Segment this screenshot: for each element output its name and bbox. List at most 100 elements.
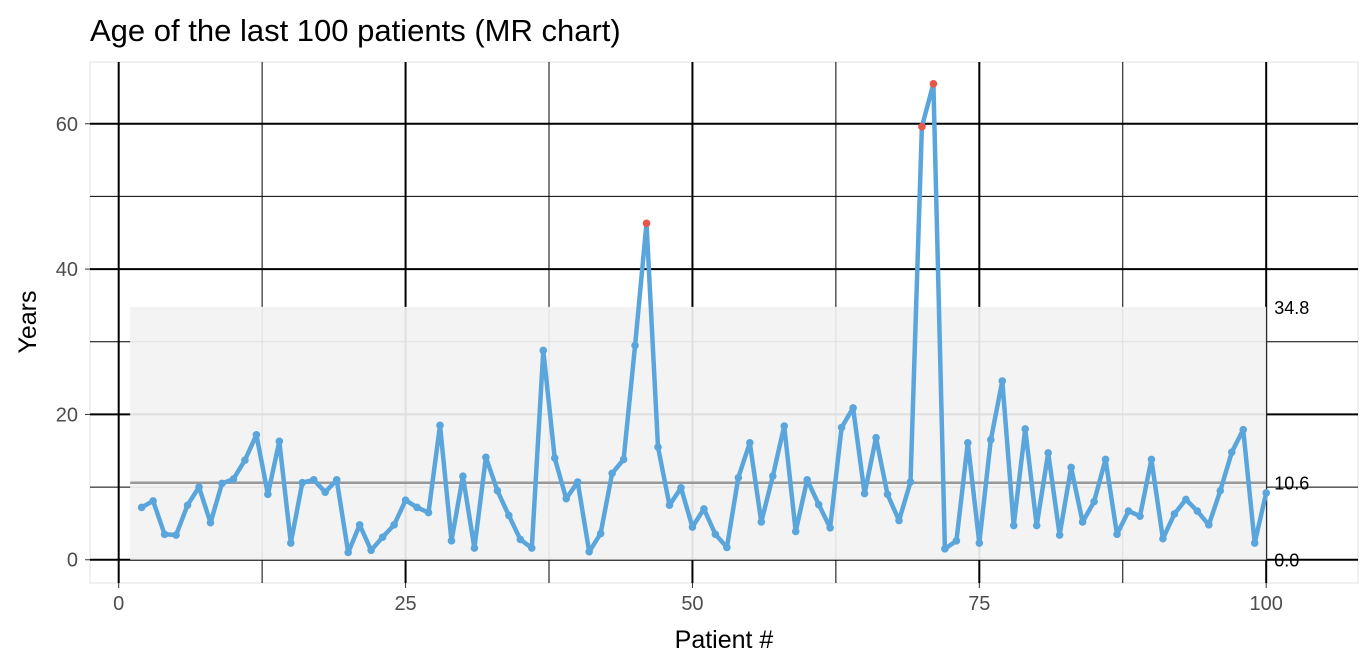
data-point bbox=[1113, 530, 1121, 539]
data-point bbox=[424, 508, 433, 517]
x-axis-title: Patient # bbox=[675, 626, 774, 654]
data-point bbox=[459, 472, 467, 480]
data-point bbox=[1078, 518, 1087, 526]
data-point bbox=[883, 490, 892, 499]
data-point bbox=[596, 529, 605, 538]
data-point bbox=[608, 469, 616, 478]
data-point bbox=[229, 475, 238, 483]
data-point bbox=[1021, 425, 1030, 433]
x-tick-label: 0 bbox=[113, 593, 124, 615]
data-point bbox=[172, 531, 180, 539]
data-point bbox=[1147, 455, 1156, 464]
data-point bbox=[413, 503, 421, 512]
data-point bbox=[1262, 489, 1270, 497]
data-point bbox=[252, 430, 261, 439]
data-point bbox=[1009, 521, 1018, 530]
upper-limit-label: 34.8 bbox=[1274, 298, 1309, 318]
data-point bbox=[149, 497, 157, 505]
data-point bbox=[1205, 521, 1213, 529]
data-points bbox=[137, 79, 1270, 557]
data-point bbox=[791, 527, 800, 536]
data-point bbox=[1044, 449, 1052, 457]
data-point bbox=[218, 479, 226, 488]
y-axis-title: Years bbox=[14, 290, 42, 353]
data-point bbox=[344, 548, 352, 557]
data-point bbox=[826, 523, 834, 532]
data-point bbox=[734, 473, 743, 482]
data-point bbox=[1170, 510, 1179, 518]
data-point bbox=[711, 530, 720, 539]
data-point bbox=[619, 455, 628, 464]
data-point bbox=[378, 533, 387, 542]
data-point bbox=[275, 437, 284, 446]
data-point bbox=[860, 489, 869, 498]
data-point bbox=[941, 545, 949, 553]
data-point bbox=[780, 422, 789, 430]
lower-limit-label: 0.0 bbox=[1274, 551, 1299, 571]
data-point bbox=[505, 511, 513, 520]
data-point bbox=[952, 537, 961, 545]
data-point bbox=[1250, 539, 1259, 547]
data-point bbox=[1227, 448, 1236, 457]
data-point bbox=[1136, 512, 1144, 520]
data-point bbox=[309, 476, 318, 484]
limit-labels: 34.8 10.6 0.0 bbox=[1274, 298, 1309, 571]
data-point bbox=[447, 537, 456, 545]
data-point bbox=[1067, 463, 1075, 472]
x-tick-label: 75 bbox=[968, 593, 990, 615]
data-point bbox=[137, 503, 146, 512]
data-point bbox=[768, 472, 777, 480]
chart-title: Age of the last 100 patients (MR chart) bbox=[90, 13, 621, 48]
y-tick-label: 20 bbox=[56, 404, 78, 426]
data-point bbox=[562, 494, 571, 503]
data-point bbox=[482, 453, 490, 462]
data-point bbox=[723, 543, 731, 552]
data-point bbox=[516, 535, 525, 544]
data-point bbox=[654, 443, 662, 451]
data-point bbox=[183, 501, 192, 510]
data-point bbox=[986, 436, 995, 444]
data-point bbox=[665, 501, 674, 510]
data-point bbox=[1239, 425, 1248, 434]
data-point bbox=[1193, 507, 1202, 515]
data-point bbox=[264, 490, 272, 499]
data-point bbox=[367, 546, 375, 555]
center-limit-label: 10.6 bbox=[1274, 474, 1309, 494]
y-tick-label: 0 bbox=[67, 550, 78, 572]
data-point bbox=[401, 496, 410, 504]
y-tick-label: 40 bbox=[56, 259, 78, 281]
data-point bbox=[1216, 486, 1225, 495]
x-tick-label: 25 bbox=[394, 593, 416, 615]
data-point bbox=[1055, 531, 1064, 539]
data-point bbox=[688, 523, 697, 531]
data-point bbox=[298, 478, 307, 487]
data-point bbox=[1090, 497, 1098, 506]
data-point bbox=[872, 433, 880, 442]
data-point bbox=[837, 423, 846, 432]
data-point bbox=[998, 377, 1007, 385]
data-point bbox=[550, 454, 559, 462]
y-tick-label: 60 bbox=[56, 114, 78, 136]
data-point bbox=[332, 476, 341, 484]
y-axis: 0 20 40 60 bbox=[56, 114, 90, 572]
data-point bbox=[321, 488, 330, 496]
x-axis: 0 25 50 75 100 bbox=[113, 583, 1283, 615]
data-point bbox=[493, 486, 502, 495]
data-point bbox=[1101, 455, 1110, 464]
out-of-control-point bbox=[918, 122, 926, 131]
out-of-control-point bbox=[642, 219, 651, 228]
data-point bbox=[849, 404, 857, 412]
x-tick-label: 50 bbox=[681, 593, 703, 615]
data-point bbox=[803, 476, 811, 484]
x-tick-label: 100 bbox=[1250, 593, 1283, 615]
data-point bbox=[700, 505, 708, 513]
data-point bbox=[527, 544, 536, 552]
data-point bbox=[470, 544, 479, 552]
data-point bbox=[1182, 495, 1190, 504]
out-of-control-point bbox=[929, 79, 938, 88]
data-point bbox=[390, 521, 398, 529]
data-point bbox=[964, 438, 972, 447]
data-point bbox=[539, 346, 548, 355]
data-point bbox=[287, 539, 295, 547]
data-point bbox=[631, 341, 639, 350]
